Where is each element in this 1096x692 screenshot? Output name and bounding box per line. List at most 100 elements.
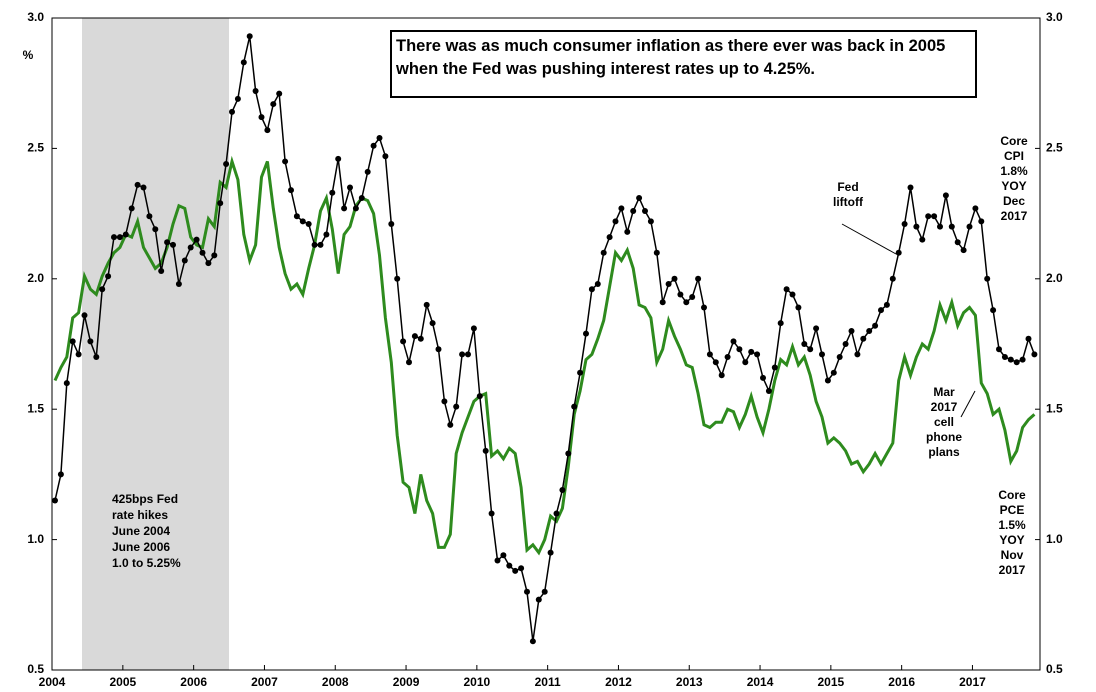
- point: [105, 273, 112, 280]
- annotation: liftoff: [833, 195, 864, 209]
- y2-tick-label: 1.5: [1046, 401, 1063, 415]
- point: [382, 153, 389, 160]
- point: [1007, 356, 1014, 363]
- point: [931, 213, 938, 220]
- annotation-arrow: [841, 223, 897, 255]
- point: [783, 286, 790, 293]
- x-tick-label: 2007: [251, 675, 278, 689]
- point: [75, 351, 82, 358]
- point: [146, 213, 153, 220]
- point: [777, 320, 784, 327]
- point: [942, 192, 949, 199]
- point: [653, 249, 660, 256]
- annotation: 2017: [999, 563, 1026, 577]
- annotation: 2017: [1001, 209, 1028, 223]
- point: [854, 351, 861, 358]
- point: [187, 244, 194, 251]
- point: [394, 275, 401, 282]
- y2-tick-label: 0.5: [1046, 662, 1063, 676]
- point: [618, 205, 625, 212]
- y-tick-label: 2.5: [27, 141, 44, 155]
- point: [299, 218, 306, 225]
- point: [760, 374, 766, 381]
- point: [588, 286, 595, 293]
- point: [742, 359, 749, 366]
- point: [683, 299, 690, 306]
- point: [842, 341, 849, 347]
- point: [748, 348, 755, 355]
- point: [223, 161, 230, 168]
- point: [69, 338, 76, 345]
- point: [925, 213, 932, 220]
- point: [429, 320, 436, 327]
- point: [305, 221, 312, 228]
- point: [954, 239, 961, 246]
- point: [170, 241, 176, 248]
- point: [600, 249, 607, 256]
- point: [293, 213, 300, 220]
- point: [1019, 356, 1026, 363]
- point: [754, 351, 761, 358]
- y-tick-label: 0.5: [27, 662, 44, 676]
- annotation: 1.8%: [1000, 164, 1028, 178]
- point: [111, 234, 117, 241]
- point: [937, 223, 943, 230]
- y-tick-label: 1.5: [27, 401, 44, 415]
- point: [52, 497, 58, 504]
- y2-tick-label: 3.0: [1046, 10, 1063, 24]
- point: [824, 377, 831, 384]
- point: [217, 200, 224, 207]
- annotation: 2017: [931, 400, 958, 414]
- point: [435, 346, 442, 353]
- x-tick-label: 2004: [39, 675, 66, 689]
- point: [258, 114, 265, 121]
- point: [288, 187, 294, 194]
- series-line: [53, 155, 1036, 556]
- point: [553, 510, 560, 517]
- point: [494, 557, 501, 564]
- point: [364, 168, 371, 175]
- point: [500, 552, 507, 559]
- point: [565, 450, 572, 457]
- point: [441, 398, 448, 405]
- point: [352, 205, 359, 212]
- point: [712, 359, 719, 366]
- point: [506, 562, 513, 569]
- point: [158, 267, 165, 274]
- point: [889, 275, 896, 282]
- point: [347, 184, 353, 191]
- point: [264, 127, 271, 134]
- point: [848, 327, 855, 334]
- point: [559, 487, 566, 494]
- point: [358, 194, 365, 201]
- point: [270, 101, 277, 108]
- point: [695, 275, 702, 282]
- point: [996, 346, 1002, 353]
- point: [913, 223, 920, 230]
- point: [406, 359, 412, 366]
- point: [276, 90, 283, 97]
- point: [482, 447, 489, 454]
- x-tick-label: 2014: [747, 675, 774, 689]
- point: [866, 327, 873, 334]
- title-box: There was as much consumer inflation as …: [390, 30, 977, 98]
- point: [518, 565, 525, 572]
- point: [724, 354, 731, 361]
- annotation: Nov: [1001, 548, 1024, 562]
- point: [990, 307, 997, 314]
- x-tick-label: 2006: [180, 675, 207, 689]
- x-tick-label: 2017: [959, 675, 986, 689]
- point: [1013, 359, 1020, 366]
- point: [311, 241, 318, 248]
- annotation: CPI: [1004, 149, 1024, 163]
- point: [417, 335, 424, 342]
- point: [541, 588, 548, 595]
- point: [795, 304, 802, 311]
- point: [341, 205, 348, 212]
- x-tick-label: 2008: [322, 675, 349, 689]
- point: [229, 108, 235, 115]
- point: [122, 231, 129, 238]
- point: [140, 184, 147, 191]
- y-tick-label: 1.0: [27, 532, 44, 546]
- point: [677, 291, 684, 298]
